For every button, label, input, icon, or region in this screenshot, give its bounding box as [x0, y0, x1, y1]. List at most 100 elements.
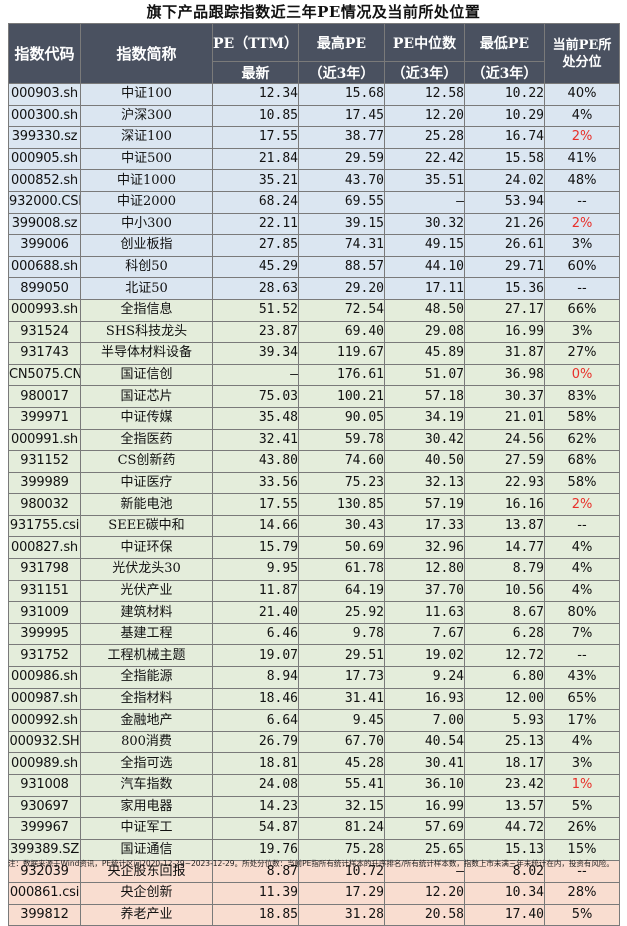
- pe-ttm-cell: 39.34: [212, 342, 299, 365]
- table-row: 000986.sh 全指能源 8.94 17.73 9.24 6.80 43%: [8, 666, 620, 689]
- index-name-cell: 国证信创: [80, 363, 213, 387]
- index-name-cell: 家用电器: [80, 795, 213, 819]
- index-name-cell: 中证环保: [80, 536, 213, 560]
- pe-ttm-cell: 19.76: [212, 838, 299, 862]
- min-pe-cell: 6.28: [464, 622, 545, 646]
- index-name-cell: 光伏龙头30: [80, 558, 213, 581]
- pe-ttm-cell: 45.29: [212, 255, 299, 279]
- pe-ttm-cell: 28.63: [212, 277, 299, 300]
- min-pe-cell: 16.16: [464, 493, 545, 516]
- header-code: 指数代码: [8, 23, 81, 84]
- index-name-cell: 工程机械主题: [80, 644, 213, 668]
- max-pe-cell: 64.19: [298, 579, 385, 603]
- index-name-cell: 中证军工: [80, 817, 213, 840]
- max-pe-cell: 38.77: [298, 126, 385, 149]
- index-code-cell: 931152: [8, 450, 81, 473]
- index-name-cell: 中证传媒: [80, 406, 213, 430]
- percentile-cell: 0%: [544, 363, 620, 387]
- percentile-cell: --: [544, 644, 620, 668]
- table-row: CN5075.CNI 国证信创 –176.61 51.07 36.98 0%: [8, 363, 620, 387]
- max-pe-cell: 45.28: [298, 752, 385, 775]
- index-name-cell: 全指能源: [80, 666, 213, 689]
- table-row: 000932.SH 800消费 26.79 67.70 40.54 25.13 4%: [8, 730, 620, 754]
- max-pe-cell: 25.92: [298, 601, 385, 624]
- percentile-cell: 4%: [544, 104, 620, 128]
- index-name-cell: 基建工程: [80, 622, 213, 646]
- percentile-cell: 4%: [544, 536, 620, 560]
- pe-ttm-cell: 8.87: [212, 860, 299, 883]
- min-pe-cell: 15.13: [464, 838, 545, 862]
- pe-ttm-cell: –: [212, 363, 299, 387]
- index-name-cell: 中小300: [80, 212, 213, 236]
- table-row: 931755.csi SEEE碳中和 14.66 30.43 17.33 13.87 --: [8, 514, 620, 538]
- pe-table: 指数代码 指数简称 PE（TTM） 最高PE PE中位数 最低PE 当前PE所 …: [8, 23, 620, 926]
- index-code-cell: 399971: [8, 406, 81, 430]
- median-pe-cell: 37.70: [384, 579, 465, 603]
- percentile-cell: 7%: [544, 622, 620, 646]
- min-pe-cell: 10.56: [464, 579, 545, 603]
- max-pe-cell: 32.15: [298, 795, 385, 819]
- percentile-cell: 48%: [544, 169, 620, 192]
- min-pe-cell: 18.17: [464, 752, 545, 775]
- percentile-cell: 4%: [544, 579, 620, 603]
- index-code-cell: CN5075.CNI: [8, 363, 81, 387]
- pe-ttm-cell: 14.66: [212, 514, 299, 538]
- median-pe-cell: 44.10: [384, 255, 465, 279]
- header-percentile-line2: 处分位: [562, 54, 602, 70]
- max-pe-cell: 15.68: [298, 83, 385, 106]
- min-pe-cell: 15.58: [464, 147, 545, 171]
- pe-ttm-cell: 11.87: [212, 579, 299, 603]
- index-code-cell: 399995: [8, 622, 81, 646]
- table-row: 399330.sz 深证100 17.55 38.77 25.28 16.74 2%: [8, 126, 620, 149]
- percentile-cell: 83%: [544, 385, 620, 408]
- median-pe-cell: 48.50: [384, 298, 465, 322]
- percentile-cell: 1%: [544, 774, 620, 797]
- percentile-cell: 41%: [544, 147, 620, 171]
- percentile-cell: 3%: [544, 234, 620, 257]
- max-pe-cell: 69.40: [298, 320, 385, 344]
- table-row: 399967 中证军工 54.87 81.24 57.69 44.72 26%: [8, 817, 620, 840]
- max-pe-cell: 74.31: [298, 234, 385, 257]
- percentile-cell: 58%: [544, 406, 620, 430]
- max-pe-cell: 69.55: [298, 190, 385, 214]
- percentile-cell: 68%: [544, 450, 620, 473]
- min-pe-cell: 21.26: [464, 212, 545, 236]
- table-row: 899050 北证50 28.63 29.20 17.11 15.36 --: [8, 277, 620, 300]
- index-name-cell: CS创新药: [80, 450, 213, 473]
- min-pe-cell: 21.01: [464, 406, 545, 430]
- index-name-cell: 国证通信: [80, 838, 213, 862]
- table-row: 000905.sh 中证500 21.84 29.59 22.42 15.58 41%: [8, 147, 620, 171]
- table-row: 399389.SZ 国证通信 19.76 75.28 25.65 15.13 15%: [8, 838, 620, 862]
- median-pe-cell: 7.67: [384, 622, 465, 646]
- min-pe-cell: 12.72: [464, 644, 545, 668]
- median-pe-cell: 30.32: [384, 212, 465, 236]
- table-row: 399006 创业板指 27.85 74.31 49.15 26.61 3%: [8, 234, 620, 257]
- median-pe-cell: 12.20: [384, 104, 465, 128]
- max-pe-cell: 72.54: [298, 298, 385, 322]
- max-pe-cell: 17.29: [298, 881, 385, 905]
- index-name-cell: 创业板指: [80, 234, 213, 257]
- median-pe-cell: 51.07: [384, 363, 465, 387]
- table-row: 931798 光伏龙头30 9.95 61.78 12.80 8.79 4%: [8, 558, 620, 581]
- median-pe-cell: 36.10: [384, 774, 465, 797]
- median-pe-cell: 35.51: [384, 169, 465, 192]
- header-percentile: 当前PE所 处分位: [544, 23, 620, 84]
- min-pe-cell: 13.87: [464, 514, 545, 538]
- pe-ttm-cell: 33.56: [212, 471, 299, 495]
- table-row: 931524 SHS科技龙头 23.87 69.40 29.08 16.99 3%: [8, 320, 620, 344]
- median-pe-cell: 57.69: [384, 817, 465, 840]
- pe-ttm-cell: 14.23: [212, 795, 299, 819]
- percentile-cell: 65%: [544, 687, 620, 711]
- index-code-cell: 399006: [8, 234, 81, 257]
- percentile-cell: 2%: [544, 126, 620, 149]
- index-code-cell: 931524: [8, 320, 81, 344]
- median-pe-cell: 12.58: [384, 83, 465, 106]
- index-name-cell: 央企股东回报: [80, 860, 213, 883]
- index-code-cell: 980032: [8, 493, 81, 516]
- median-pe-cell: 17.33: [384, 514, 465, 538]
- percentile-cell: 60%: [544, 255, 620, 279]
- footnote: 注：数据来源于Wind资讯，PE统计区间2020-12-29~2023-12-2…: [8, 859, 614, 868]
- min-pe-cell: 44.72: [464, 817, 545, 840]
- index-name-cell: 全指可选: [80, 752, 213, 775]
- index-name-cell: 新能电池: [80, 493, 213, 516]
